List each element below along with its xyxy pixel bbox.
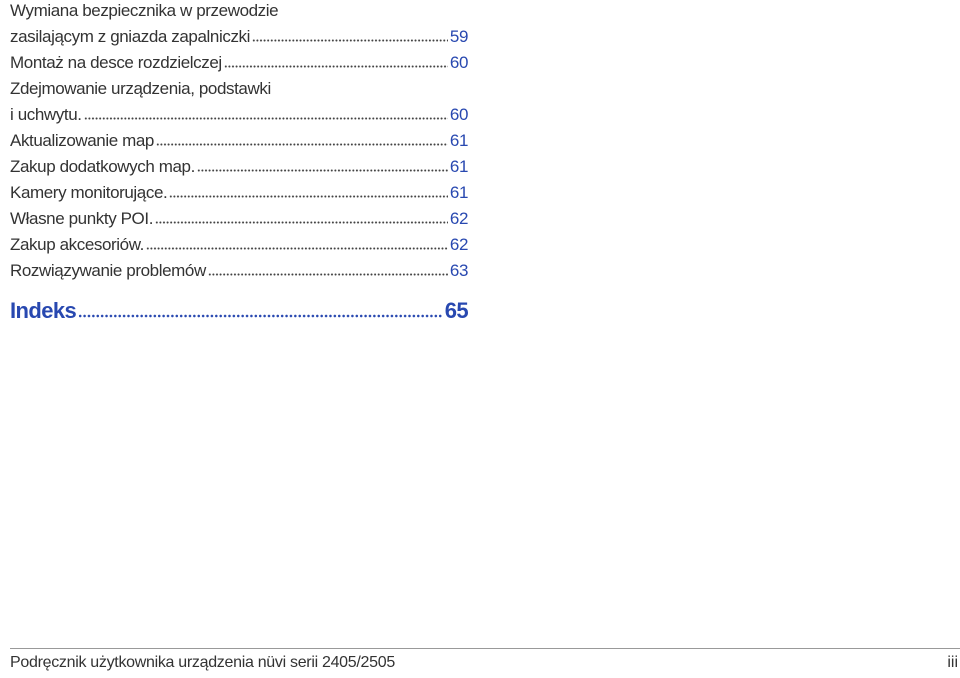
toc-entry: Rozwiązywanie problemów 63 xyxy=(10,258,468,284)
toc-row: Montaż na desce rozdzielczej 60 xyxy=(10,50,468,76)
toc-row: Rozwiązywanie problemów 63 xyxy=(10,258,468,284)
footer-text: Podręcznik użytkownika urządzenia nüvi s… xyxy=(10,654,395,671)
page-number: 61 xyxy=(449,157,469,176)
toc-entry: Aktualizowanie map 61 xyxy=(10,128,468,154)
toc-entry: Zakup akcesoriów. 62 xyxy=(10,232,468,258)
page-number: 59 xyxy=(449,27,469,46)
toc-row: Własne punkty POI. 62 xyxy=(10,206,468,232)
footer-page: iii xyxy=(947,654,958,671)
toc-title: Kamery monitorujące. xyxy=(10,183,168,202)
toc-row: Zakup dodatkowych map. 61 xyxy=(10,154,468,180)
page-number: 60 xyxy=(449,53,469,72)
toc-row: i uchwytu. 60 xyxy=(10,102,468,128)
toc-entry: Kamery monitorujące. 61 xyxy=(10,180,468,206)
leader xyxy=(146,240,448,250)
leader xyxy=(83,110,448,120)
index-title: Indeks xyxy=(10,298,77,323)
toc-row: Aktualizowanie map 61 xyxy=(10,128,468,154)
toc-row: zasilającym z gniazda zapalniczki 59 xyxy=(10,24,468,50)
toc-entry: Wymiana bezpiecznika w przewodzie zasilaj… xyxy=(10,0,468,50)
leader xyxy=(207,266,448,276)
leader xyxy=(155,214,448,224)
page-number: 65 xyxy=(444,298,469,323)
page-number: 61 xyxy=(449,183,469,202)
toc-entry: Zdejmowanie urządzenia, podstawki i uchwy… xyxy=(10,76,468,128)
leader xyxy=(78,310,443,318)
toc-entry: Zakup dodatkowych map. 61 xyxy=(10,154,468,180)
toc-title: Rozwiązywanie problemów xyxy=(10,261,206,280)
toc-title: Wymiana bezpiecznika w przewodzie xyxy=(10,1,279,20)
table-of-contents: Wymiana bezpiecznika w przewodzie zasilaj… xyxy=(10,0,469,326)
footer-rule xyxy=(10,648,960,649)
leader xyxy=(196,162,448,172)
page-number: 62 xyxy=(449,209,469,228)
leader xyxy=(156,136,448,146)
toc-row: Kamery monitorujące. 61 xyxy=(10,180,468,206)
page-number: 63 xyxy=(449,261,469,280)
toc-entry: Własne punkty POI. 62 xyxy=(10,206,468,232)
toc-title: zasilającym z gniazda zapalniczki xyxy=(10,27,251,46)
leader xyxy=(252,32,448,42)
toc-title: Zakup dodatkowych map. xyxy=(10,157,195,176)
toc-row: Zakup akcesoriów. 62 xyxy=(10,232,468,258)
page-number: 61 xyxy=(449,131,469,150)
toc-title: Zakup akcesoriów. xyxy=(10,235,144,254)
toc-title: Własne punkty POI. xyxy=(10,209,154,228)
page-number: 62 xyxy=(449,235,469,254)
toc-title: Aktualizowanie map xyxy=(10,131,154,150)
toc-title: i uchwytu. xyxy=(10,105,82,124)
toc-title: Zdejmowanie urządzenia, podstawki xyxy=(10,79,271,98)
index-entry: Indeks 65 xyxy=(10,296,469,326)
leader xyxy=(169,188,448,198)
toc-entry: Montaż na desce rozdzielczej 60 xyxy=(10,50,468,76)
toc-title: Montaż na desce rozdzielczej xyxy=(10,53,222,72)
leader xyxy=(223,58,448,68)
page-number: 60 xyxy=(449,105,469,124)
